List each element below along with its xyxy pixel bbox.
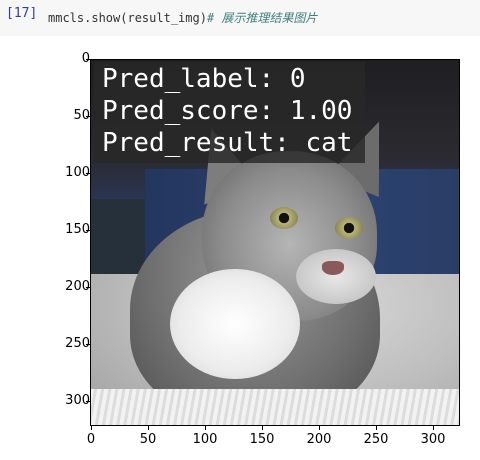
axes-frame — [90, 59, 460, 426]
x-tick-label: 250 — [363, 432, 389, 447]
x-tick-mark — [319, 426, 320, 430]
x-tick-mark — [91, 426, 92, 430]
cat-muzzle — [296, 249, 376, 304]
code-comment: # 展示推理结果图片 — [206, 11, 318, 25]
x-tick-label: 100 — [192, 432, 218, 447]
x-tick-mark — [376, 426, 377, 430]
x-tick-label: 0 — [86, 432, 96, 447]
image-fluff — [90, 389, 460, 426]
y-tick-mark — [86, 59, 90, 60]
y-tick-label: 100 — [65, 165, 90, 180]
x-tick-label: 50 — [139, 432, 157, 447]
result-image: Pred_label: 0 Pred_score: 1.00 Pred_resu… — [90, 59, 460, 426]
y-tick-mark — [86, 173, 90, 174]
y-tick-mark — [86, 401, 90, 402]
y-tick-mark — [86, 116, 90, 117]
y-tick-mark — [86, 287, 90, 288]
y-tick-label: 150 — [65, 222, 90, 237]
x-tick-mark — [433, 426, 434, 430]
execution-count: [17] — [6, 6, 38, 21]
pred-label-text: Pred_label: 0 — [102, 64, 306, 94]
code-line[interactable]: mmcls.show(result_img)# 展示推理结果图片 — [48, 9, 317, 26]
cat-chest — [170, 269, 300, 379]
cat-eye-right — [335, 217, 363, 239]
y-tick-label: 250 — [65, 336, 90, 351]
code-cell-input[interactable]: [17] mmcls.show(result_img)# 展示推理结果图片 — [0, 0, 480, 36]
cat-eye-left — [270, 207, 298, 229]
x-tick-label: 300 — [420, 432, 446, 447]
x-tick-label: 150 — [249, 432, 275, 447]
x-tick-mark — [262, 426, 263, 430]
y-tick-label: 50 — [73, 108, 90, 123]
cat-nose — [322, 261, 344, 275]
pred-score-text: Pred_score: 1.00 — [102, 96, 353, 126]
x-tick-mark — [148, 426, 149, 430]
y-tick-label: 300 — [65, 393, 90, 408]
y-tick-label: 200 — [65, 279, 90, 294]
x-tick-label: 200 — [306, 432, 332, 447]
pred-result-text: Pred_result: cat — [102, 128, 353, 158]
code-text: mmcls.show(result_img) — [48, 11, 207, 25]
y-tick-mark — [86, 344, 90, 345]
prediction-overlay: Pred_label: 0 Pred_score: 1.00 Pred_resu… — [94, 62, 365, 163]
y-tick-label: 0 — [82, 51, 90, 66]
y-tick-mark — [86, 230, 90, 231]
x-tick-mark — [205, 426, 206, 430]
